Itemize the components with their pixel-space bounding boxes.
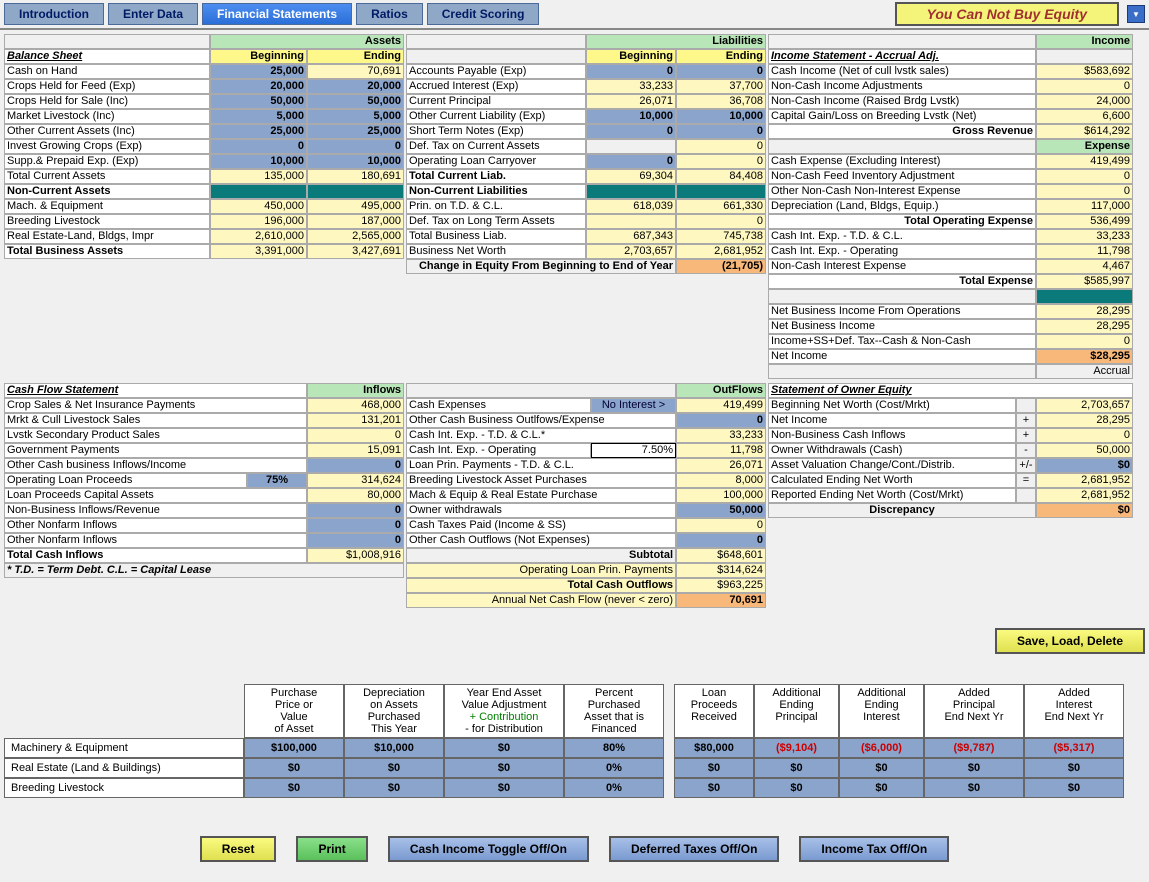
liab-header: Liabilities — [586, 34, 766, 49]
income-statement: Income Income Statement - Accrual Adj. C… — [768, 34, 1138, 379]
title-dropdown[interactable]: ▼ — [1127, 5, 1145, 23]
asset-purchase-table: PurchasePrice orValueof AssetDepreciatio… — [4, 684, 1145, 798]
income-tax-toggle[interactable]: Income Tax Off/On — [799, 836, 949, 862]
income-header: Income — [1036, 34, 1133, 49]
tab-introduction[interactable]: Introduction — [4, 3, 104, 25]
page-title: You Can Not Buy Equity — [895, 2, 1119, 26]
tab-enter-data[interactable]: Enter Data — [108, 3, 198, 25]
tab-bar: Introduction Enter Data Financial Statem… — [0, 0, 1149, 30]
deferred-taxes-toggle[interactable]: Deferred Taxes Off/On — [609, 836, 779, 862]
reset-button[interactable]: Reset — [200, 836, 277, 862]
cash-flow-inflows: Cash Flow StatementInflows Crop Sales & … — [4, 383, 404, 608]
save-load-delete-button[interactable]: Save, Load, Delete — [995, 628, 1145, 654]
no-interest-button[interactable]: No Interest > — [591, 398, 676, 413]
cash-flow-outflows: OutFlows Cash ExpensesNo Interest >419,4… — [406, 383, 766, 608]
cash-income-toggle[interactable]: Cash Income Toggle Off/On — [388, 836, 589, 862]
print-button[interactable]: Print — [296, 836, 367, 862]
balance-sheet-liabilities: Liabilities BeginningEnding Accounts Pay… — [406, 34, 766, 379]
bs-title: Balance Sheet — [4, 49, 210, 64]
tab-financial-statements[interactable]: Financial Statements — [202, 3, 352, 25]
tab-ratios[interactable]: Ratios — [356, 3, 423, 25]
balance-sheet-assets: Assets Balance SheetBeginningEnding Cash… — [4, 34, 404, 379]
assets-header: Assets — [210, 34, 404, 49]
tab-credit-scoring[interactable]: Credit Scoring — [427, 3, 540, 25]
owner-equity: Statement of Owner Equity Beginning Net … — [768, 383, 1138, 608]
